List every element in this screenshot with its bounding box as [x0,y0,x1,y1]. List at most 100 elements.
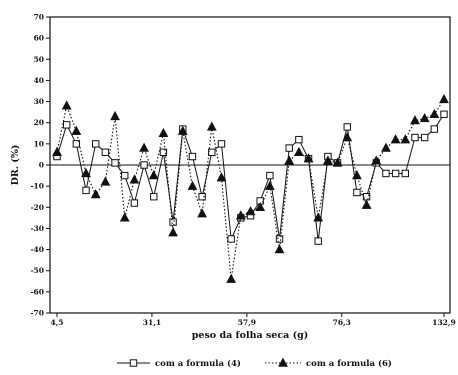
series-1-point [275,235,284,243]
series-2-point [361,199,372,209]
series-1-point [382,169,390,178]
series-2-point [332,157,343,167]
series-2-point [177,125,188,135]
y-tick-label: -10 [30,182,44,191]
x-tick-label: 76,3 [333,318,351,327]
legend-item-1: com a formula (4) [117,358,241,369]
y-axis-ticks: -70 -60 -50 -40 -30 -20 -10 0 10 20 30 40 50 60 70 [30,13,50,318]
series-1-point [150,193,158,201]
series-2-point [71,125,82,135]
series-2-point [52,146,62,157]
series-2-point [274,244,285,254]
y-tick-label: 0 [39,161,44,170]
series-2-point [381,142,391,152]
series-1-point [411,133,419,142]
series-1-point [217,140,226,148]
series-1-point [101,148,110,157]
x-tick-label: 4,5 [50,318,63,327]
y-axis-title: DR. (%) [10,145,21,186]
series-2-point [371,155,382,165]
series-1-point [198,193,206,201]
series-1-point [188,152,197,161]
series-1-point [227,235,235,243]
series-2-point [322,155,333,165]
series-1-point [285,144,293,152]
series-2-point [313,212,324,222]
series-2-point [429,108,440,118]
legend-marker [129,359,138,367]
y-tick-label: 10 [34,139,44,148]
series-2-point [284,155,295,165]
legend-label: com a formula (4) [155,358,241,369]
x-axis-title: peso da folha seca (g) [192,330,308,341]
series-2-point [148,170,159,180]
series-2-point [100,176,111,186]
series-2-point [139,142,149,152]
series-2-point [216,172,227,182]
y-tick-label: 60 [34,34,44,43]
series-2-point [342,132,353,142]
series-1-point [440,110,448,118]
series-2-point [400,134,411,144]
series-2-point [439,94,449,104]
legend: com a formula (4) com a formula (6) [117,357,392,369]
series-1-point [266,171,274,180]
series-2-point [119,212,130,222]
y-tick-label: -30 [30,224,44,233]
series-1-point [208,148,216,157]
y-tick-label: -50 [30,266,44,275]
series-1-point [159,148,168,157]
y-tick-label: -20 [30,203,44,212]
series-1-point [430,125,439,133]
series-1-point [314,237,322,245]
legend-item-2: com a formula (6) [265,357,392,369]
series-1-point [295,135,303,144]
series-2-point [187,180,198,190]
series-2-point [61,100,72,110]
series-1-point [420,133,429,142]
series-2-point [110,110,120,121]
y-tick-label: 30 [34,97,44,106]
series-2-point [255,201,266,211]
series-1-point [401,169,410,178]
legend-label: com a formula (6) [306,358,392,369]
series-2-point [158,127,169,137]
series-1-point [111,159,119,167]
series-1-point [391,169,400,178]
series-2 [52,94,449,283]
series-2-point [419,113,430,123]
y-tick-label: 70 [34,13,44,22]
series-1-line [56,113,445,242]
series-2-point [129,174,140,184]
series-1-point [82,186,90,195]
series-2-point [168,227,179,237]
x-tick-label: 57,9 [238,318,256,327]
series-2-point [90,189,101,199]
y-tick-label: 40 [34,76,44,85]
series-2-point [303,153,314,163]
series-2-line [56,99,445,280]
series-2-point [226,273,237,283]
series-1-point [169,218,177,226]
x-tick-label: 31,1 [143,318,161,327]
series-2-point [81,168,91,178]
series-2-point [410,115,420,125]
y-tick-label: -60 [30,287,44,296]
series-2-point [245,206,256,216]
series-1-point [353,188,361,197]
series-2-point [293,146,304,157]
series-1-point [121,171,129,180]
series-1-point [92,140,100,148]
series-layer [52,94,449,283]
x-tick-label: 132,9 [432,318,456,327]
series-2-point [264,180,275,190]
series-2-point [206,121,217,131]
series-2-point [390,134,401,144]
y-tick-label: -40 [30,245,44,254]
y-tick-label: 20 [34,118,44,127]
series-2-point [235,210,246,220]
series-1-point [362,193,371,201]
series-1 [53,110,448,245]
x-axis-ticks: 4,5 31,1 57,9 76,3 132,9 [50,313,456,327]
